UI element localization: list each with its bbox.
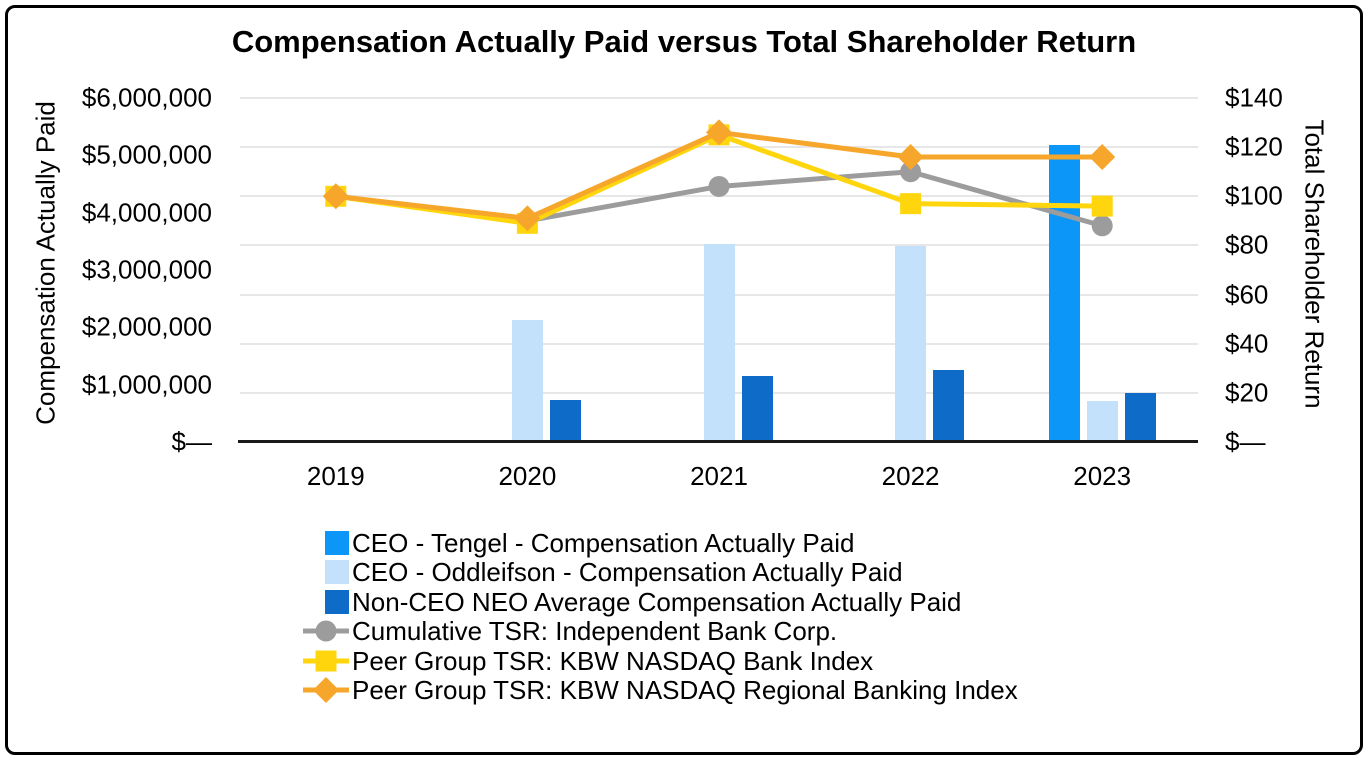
legend-label: Non-CEO NEO Average Compensation Actuall…: [352, 586, 962, 617]
legend-marker-diamond: [313, 677, 339, 703]
bar-tengel-2023: [1048, 145, 1080, 442]
left-axis-tick-label: $3,000,000: [81, 254, 212, 285]
bar-non-ceo-neo-2022: [933, 370, 965, 442]
left-axis-tick-label: $5,000,000: [81, 139, 212, 170]
legend-item-peer-group-tsr-kbw-nasdaq-regional-banking-index: Peer Group TSR: KBW NASDAQ Regional Bank…: [0, 675, 1368, 705]
legend-label: CEO - Tengel - Compensation Actually Pai…: [352, 528, 855, 558]
legend-item-ceo-oddleifson-compensation-actually-paid: CEO - Oddleifson - Compensation Actually…: [0, 557, 1368, 587]
legend-item-non-ceo-neo-average-compensation-actually-paid: Non-CEO NEO Average Compensation Actuall…: [0, 587, 1368, 617]
bar-oddleifson-2021: [703, 243, 735, 442]
right-axis-tick-label: $120: [1225, 131, 1283, 162]
legend-label: Peer Group TSR: KBW NASDAQ Regional Bank…: [352, 675, 1018, 705]
gridline: [240, 97, 1198, 99]
right-axis-tick-label: $100: [1225, 180, 1283, 211]
left-axis-tick-label: $—: [171, 426, 212, 457]
x-axis-tick-label: 2022: [881, 461, 940, 491]
right-axis-tick-label: $—: [1225, 426, 1266, 457]
bar-non-ceo-neo-2021: [741, 376, 773, 442]
right-axis-tick-label: $40: [1225, 328, 1269, 359]
right-axis-title: Total Shareholder Return: [1299, 119, 1330, 409]
x-axis-tick-label: 2023: [1073, 461, 1132, 491]
bar-oddleifson-2020: [511, 320, 543, 442]
legend-marker-circle: [315, 620, 337, 642]
legend-swatch-ceo-oddleifson-compensation-actually-paid: [325, 560, 349, 585]
legend-item-cumulative-tsr-independent-bank-corp: Cumulative TSR: Independent Bank Corp.: [0, 616, 1368, 646]
legend-swatch-non-ceo-neo-average-compensation-actually-paid: [325, 589, 349, 614]
legend-item-peer-group-tsr-kbw-nasdaq-bank-index: Peer Group TSR: KBW NASDAQ Bank Index: [0, 646, 1368, 676]
legend-marker-square-icon: [303, 650, 349, 672]
legend-item-ceo-tengel-compensation-actually-paid: CEO - Tengel - Compensation Actually Pai…: [0, 528, 1368, 558]
legend-label: Peer Group TSR: KBW NASDAQ Bank Index: [352, 645, 874, 676]
x-axis-tick-label: 2019: [306, 461, 365, 491]
left-axis-tick-label: $2,000,000: [81, 311, 212, 342]
right-axis-tick-label: $80: [1225, 229, 1269, 260]
legend-marker-circle-icon: [303, 620, 349, 642]
bar-oddleifson-2023: [1086, 401, 1118, 442]
legend-swatch-ceo-tengel-compensation-actually-paid: [325, 531, 349, 555]
x-axis-tick-label: 2020: [498, 461, 557, 491]
chart-frame: [5, 5, 1363, 755]
legend-marker-square: [315, 650, 337, 672]
left-axis-tick-label: $1,000,000: [81, 369, 212, 400]
legend-label: CEO - Oddleifson - Compensation Actually…: [352, 557, 903, 588]
chart-title: Compensation Actually Paid versus Total …: [231, 24, 1137, 59]
left-axis-tick-label: $4,000,000: [81, 197, 212, 228]
legend-marker-diamond-icon: [303, 677, 349, 703]
legend-label: Cumulative TSR: Independent Bank Corp.: [352, 616, 838, 647]
x-axis-line: [238, 440, 1198, 443]
right-axis-tick-label: $140: [1225, 82, 1283, 113]
left-axis-tick-label: $6,000,000: [81, 82, 212, 113]
bar-non-ceo-neo-2023: [1124, 393, 1156, 442]
right-axis-tick-label: $60: [1225, 279, 1269, 310]
bar-oddleifson-2022: [895, 245, 927, 442]
bar-non-ceo-neo-2020: [549, 399, 581, 442]
x-axis-tick-label: 2021: [690, 461, 748, 491]
right-axis-tick-label: $20: [1225, 377, 1269, 408]
